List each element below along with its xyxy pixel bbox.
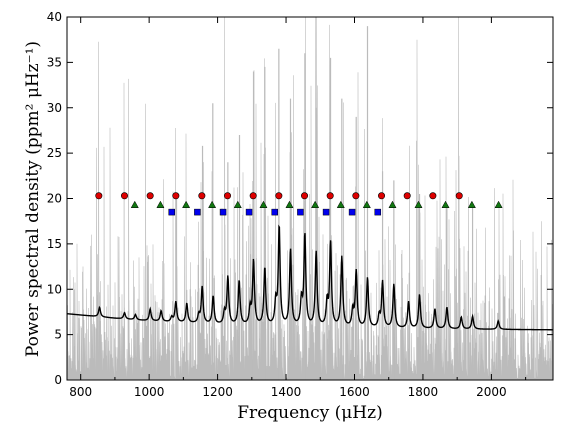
y-tick-label-35: 35 <box>47 55 62 69</box>
l0-marker-10 <box>352 192 360 200</box>
x-tick-label-800: 800 <box>69 385 92 399</box>
x-tick-label-1000: 1000 <box>134 385 165 399</box>
l2-marker-8 <box>374 208 382 216</box>
y-tick-label-0: 0 <box>54 373 62 387</box>
l2-marker-3 <box>245 208 253 216</box>
model-fit-line <box>67 224 553 331</box>
l0-marker-8 <box>301 192 309 200</box>
x-axis-label: Frequency (μHz) <box>237 403 382 423</box>
l1-marker-5 <box>259 200 268 208</box>
x-tick-label-1600: 1600 <box>339 385 370 399</box>
l2-marker-1 <box>194 208 201 216</box>
l1-marker-0 <box>130 200 139 208</box>
l0-marker-6 <box>249 192 257 200</box>
y-tick-label-25: 25 <box>47 146 62 160</box>
l0-marker-1 <box>120 192 128 200</box>
axes: 800 1000 1200 1400 1600 1800 2000 0 5 10 15 20 25 30 3… <box>47 10 553 399</box>
l0-marker-7 <box>275 192 283 200</box>
l0-marker-0 <box>95 192 103 200</box>
l1-marker-3 <box>208 200 217 208</box>
l0-marker-4 <box>198 192 206 200</box>
l2-marker-5 <box>297 208 304 216</box>
observed-spectrum <box>67 17 553 380</box>
l0-marker-11 <box>378 192 386 200</box>
x-tick-label-2000: 2000 <box>476 385 507 399</box>
l0-marker-14 <box>455 192 463 200</box>
l1-marker-11 <box>414 200 423 208</box>
y-tick-label-15: 15 <box>47 237 62 251</box>
l1-marker-2 <box>182 200 191 208</box>
l0-marker-9 <box>326 192 334 200</box>
l1-marker-14 <box>494 200 503 208</box>
l2-marker-4 <box>271 208 278 216</box>
l0-marker-2 <box>146 192 154 200</box>
l1-marker-6 <box>285 200 294 208</box>
y-tick-label-30: 30 <box>47 101 62 115</box>
l2-marker-0 <box>168 208 175 216</box>
l1-marker-13 <box>467 200 476 208</box>
y-tick-label-5: 5 <box>54 328 62 342</box>
spectrum-noise <box>67 17 553 380</box>
l0-marker-3 <box>172 192 180 200</box>
l1-marker-7 <box>311 200 320 208</box>
y-axis-label: Power spectral density (ppm² μHz⁻¹) <box>23 41 43 357</box>
l0-marker-12 <box>403 192 411 200</box>
l2-marker-2 <box>219 208 227 216</box>
l1-marker-9 <box>362 200 371 208</box>
y-tick-label-40: 40 <box>47 10 62 24</box>
l1-marker-8 <box>336 200 345 208</box>
l2-marker-6 <box>322 208 330 216</box>
x-tick-label-1200: 1200 <box>202 385 233 399</box>
x-tick-label-1800: 1800 <box>408 385 439 399</box>
y-tick-label-10: 10 <box>47 282 62 296</box>
l1-marker-10 <box>388 200 397 208</box>
x-tick-label-1400: 1400 <box>271 385 302 399</box>
model-fit <box>67 224 553 331</box>
l1-marker-4 <box>233 200 242 208</box>
mode-markers <box>95 192 503 216</box>
y-tick-label-20: 20 <box>47 192 62 206</box>
l1-marker-1 <box>156 200 165 208</box>
l2-marker-7 <box>348 208 356 216</box>
l0-marker-13 <box>429 192 437 200</box>
l0-marker-5 <box>224 192 232 200</box>
l1-marker-12 <box>441 200 450 208</box>
